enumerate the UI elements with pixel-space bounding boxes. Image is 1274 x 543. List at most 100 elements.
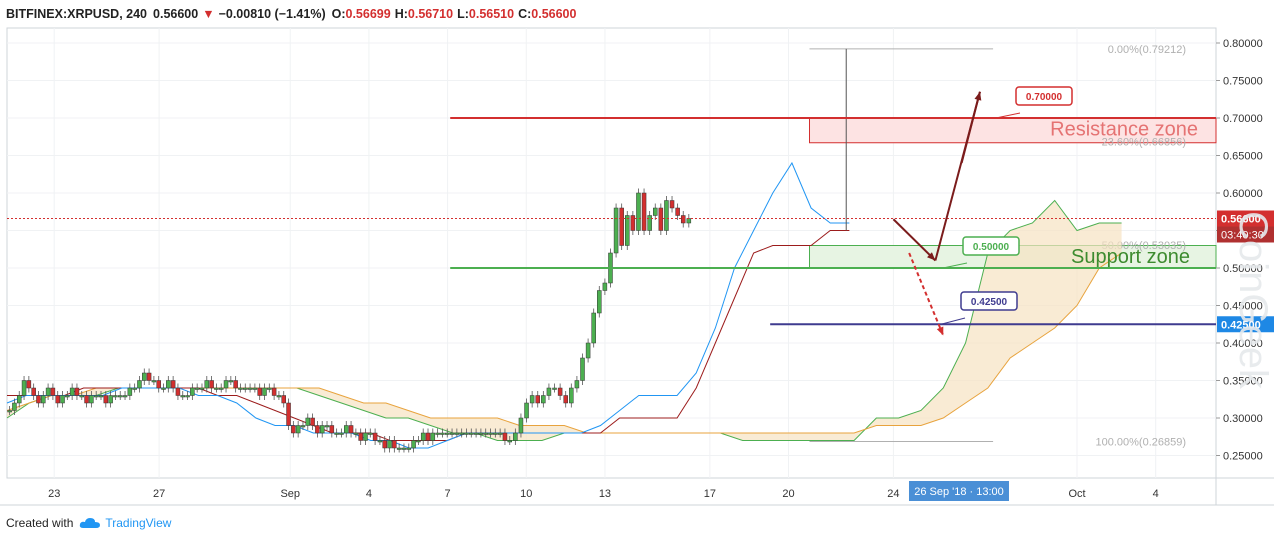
key-level-tag: [1217, 316, 1274, 333]
candle-body: [161, 387, 166, 390]
candle-body: [535, 395, 540, 404]
current-price-text: 0.56600: [1221, 214, 1261, 226]
tradingview-link[interactable]: TradingView: [79, 516, 171, 530]
candle-body: [132, 387, 137, 390]
candle-body: [636, 192, 641, 231]
target-mid-callout-text: 0.50000: [973, 242, 1010, 253]
candle-body: [392, 440, 397, 449]
candle-body: [204, 380, 210, 389]
price-tick-label: 0.40000: [1223, 338, 1263, 350]
candle-body: [69, 387, 75, 396]
candle-body: [372, 432, 378, 441]
candle-body: [180, 395, 185, 398]
candle-body: [348, 425, 354, 434]
candle-body: [396, 447, 402, 450]
candle-body: [209, 380, 214, 389]
candle-body: [658, 207, 664, 231]
candle-body: [597, 290, 602, 314]
candle-body: [26, 380, 32, 389]
candle-body: [218, 387, 224, 390]
candle-body: [569, 387, 574, 404]
candle-body: [625, 215, 630, 246]
candle-body: [190, 387, 195, 396]
candle-body: [199, 387, 205, 390]
candle-body: [98, 395, 104, 398]
footer: Created with TradingView: [6, 516, 171, 530]
drop-arrow-head: [927, 252, 936, 261]
candle-body: [459, 432, 464, 435]
candle-body: [12, 402, 17, 411]
candle-body: [137, 380, 142, 389]
annotations: Resistance zone Support zone 0.70000 0.5000…: [892, 86, 1198, 336]
candle-body: [675, 207, 680, 216]
target-high-callout-pointer: [995, 112, 1021, 119]
candle-body: [493, 432, 498, 435]
candle-body: [60, 395, 65, 404]
price-axis[interactable]: 0.800000.750000.700000.650000.600000.550…: [1216, 38, 1274, 463]
candle-body: [497, 432, 503, 435]
candle-body: [233, 380, 238, 389]
key-level-text: 0.42500: [1221, 319, 1261, 331]
change-value: −0.00810 (−1.41%): [219, 7, 326, 21]
candle-body: [401, 447, 407, 450]
price-tick-label: 0.60000: [1223, 188, 1263, 200]
date-tick-label: Sep: [280, 488, 300, 500]
candle-body: [74, 387, 80, 396]
candle-body: [315, 425, 320, 434]
date-tick-label: Oct: [1068, 488, 1085, 500]
candle-body: [652, 207, 658, 216]
candle-body: [513, 432, 518, 441]
candle-body: [406, 447, 412, 450]
candle-body: [223, 380, 229, 389]
candle-body: [166, 380, 171, 389]
candle-body: [344, 425, 349, 434]
candle-body: [194, 387, 200, 390]
candle-body: [686, 218, 692, 224]
candle-body: [449, 432, 455, 435]
candle-body: [214, 387, 219, 390]
fib-label: 50.00%(0.53035): [1102, 240, 1186, 252]
candle-body: [185, 395, 190, 398]
candle-body: [563, 395, 568, 404]
candle-body: [464, 432, 469, 435]
target-low-callout-text: 0.42500: [971, 297, 1008, 308]
candle-body: [267, 387, 272, 390]
candle-body: [377, 440, 383, 443]
time-axis[interactable]: 23 27 Sep 4 7 10 13 17 20 24 Oct 4 26 Sep '18 · 13:0…: [48, 481, 1159, 501]
candle-body: [541, 395, 546, 404]
candle-body: [108, 395, 113, 404]
candle-body: [435, 432, 440, 435]
candlesticks[interactable]: [7, 48, 847, 453]
symbol-label: BITFINEX:XRPUSD, 240: [6, 7, 147, 21]
candle-body: [36, 395, 41, 404]
fib-label: 100.00%(0.26859): [1095, 437, 1186, 449]
candle-body: [619, 207, 624, 246]
candle-body: [382, 440, 387, 449]
candle-body: [469, 432, 474, 435]
candle-body: [454, 432, 460, 435]
fib-label: 23.60%(0.66856): [1102, 137, 1186, 149]
candle-body: [84, 395, 89, 404]
candle-body: [518, 417, 524, 434]
countdown-text: 03:40:30: [1221, 230, 1264, 242]
candle-body: [444, 432, 450, 435]
candle-body: [50, 387, 56, 396]
candle-body: [473, 432, 479, 435]
candle-body: [680, 215, 686, 224]
tradingview-cloud-icon: [80, 518, 101, 528]
date-tick-label: 27: [153, 488, 165, 500]
candle-body: [502, 432, 508, 441]
price-tick-label: 0.70000: [1223, 113, 1263, 125]
resistance-zone-box: [809, 117, 1217, 144]
candle-body: [478, 432, 484, 435]
chart-header: BITFINEX:XRPUSD, 240 0.56600 ▼ −0.00810 (−1…: [6, 7, 577, 21]
candle-body: [127, 387, 133, 396]
candle-body: [175, 387, 181, 396]
watermark: CoinGeek: [1231, 211, 1274, 390]
candle-body: [363, 432, 368, 441]
tenkan-line: [6, 161, 850, 449]
candle-body: [276, 395, 282, 398]
target-high-callout-box: [1015, 86, 1073, 106]
target-low-callout-box: [960, 291, 1018, 311]
